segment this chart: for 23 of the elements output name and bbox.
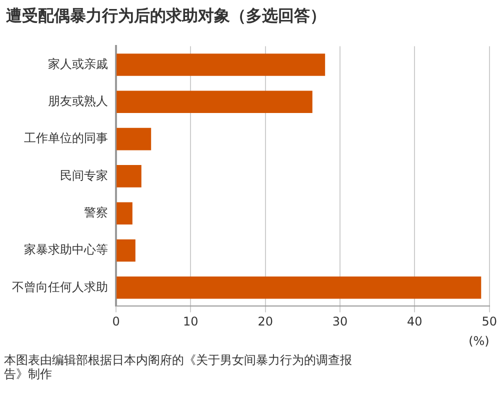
y-tick-label: 工作单位的同事	[24, 131, 108, 146]
text: 本图表由编辑部根据日本内阁府的《关于男女间暴力行为的调查报告》制作	[3, 353, 353, 381]
bar	[116, 239, 136, 262]
x-tick-label: 40	[407, 314, 422, 329]
x-tick-label: 10	[183, 314, 198, 329]
y-tick-label: 民间专家	[60, 168, 108, 182]
y-tick-label: 朋友或熟人	[48, 94, 108, 108]
y-tick-label: 家人或亲戚	[48, 56, 108, 71]
x-tick-label: 20	[258, 314, 273, 329]
x-tick-label: 50	[482, 314, 498, 329]
bar	[116, 276, 482, 299]
x-tick-label: 30	[332, 314, 348, 329]
bar	[116, 202, 132, 224]
y-tick-label: 警察	[84, 205, 108, 220]
x-tick-label: 0	[112, 314, 120, 329]
x-axis-title: (%)	[468, 334, 490, 348]
bar	[116, 90, 312, 114]
chart-title: 遭受配偶暴力行为后的求助对象（多选回答）	[5, 5, 327, 27]
y-tick-label: 不曾向任何人求助	[12, 280, 108, 294]
y-tick-label: 家暴求助中心等	[24, 242, 108, 257]
bar	[116, 128, 152, 150]
bar	[116, 54, 326, 76]
bar	[116, 165, 142, 188]
